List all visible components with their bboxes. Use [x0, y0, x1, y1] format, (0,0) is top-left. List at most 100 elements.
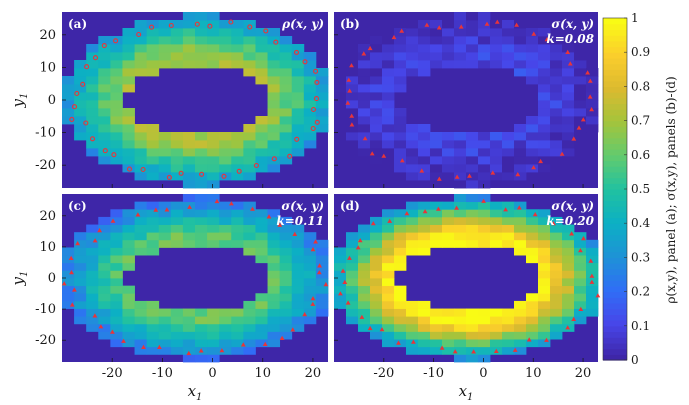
heatmap-cell [74, 124, 87, 133]
heatmap-cell [182, 12, 196, 21]
heatmap-cell [182, 60, 196, 69]
heatmap-cell [207, 316, 220, 325]
y-tick-label: 0 [48, 271, 56, 286]
heatmap-cell [382, 36, 395, 45]
heatmap-cell [86, 44, 99, 53]
colorbar-tick-label: 0.1 [631, 319, 650, 333]
heatmap-cell [303, 232, 317, 241]
heatmap-cell [358, 92, 371, 101]
heatmap-cell [370, 331, 383, 340]
x-axis-label: x1 [459, 382, 474, 403]
colorbar-segment [603, 149, 627, 156]
heatmap-cell [442, 331, 455, 340]
colorbar-segment [603, 314, 627, 321]
heatmap-cell [122, 285, 135, 294]
heatmap-cell [502, 201, 515, 210]
heatmap-cell [86, 232, 99, 241]
heatmap-cell [526, 316, 539, 325]
heatmap-cell [267, 124, 281, 133]
heatmap-cell [86, 76, 99, 85]
heatmap-cell [334, 76, 347, 85]
heatmap-cell [134, 316, 148, 325]
heatmap-cell [358, 323, 371, 332]
heatmap-cell [526, 36, 539, 45]
heatmap-cell [182, 239, 196, 248]
heatmap-cell [538, 232, 551, 241]
colorbar-tick-label: 0.7 [631, 114, 650, 128]
heatmap-cell [98, 224, 111, 233]
heatmap-cell [502, 132, 515, 141]
marker-triangle [302, 312, 308, 317]
heatmap-cell [267, 323, 281, 332]
heatmap-cell [291, 108, 305, 117]
heatmap-cell [442, 132, 455, 141]
heatmap-cell [267, 164, 281, 173]
marker-triangle [92, 238, 98, 243]
heatmap-cell [382, 270, 395, 279]
heatmap-cell [466, 60, 479, 69]
heatmap-cell [146, 339, 160, 348]
heatmap-cell [195, 140, 208, 149]
heatmap-cell [134, 247, 148, 256]
heatmap-cell [406, 60, 419, 69]
heatmap-cell [62, 262, 75, 271]
colorbar-segment [603, 35, 627, 42]
heatmap-cell [110, 239, 123, 248]
heatmap-cell [315, 68, 329, 77]
heatmap-cell [267, 262, 281, 271]
heatmap-cell [538, 84, 551, 93]
heatmap-cell [122, 339, 135, 348]
heatmap-cell [550, 255, 563, 264]
heatmap-cell [586, 293, 599, 302]
heatmap-cell [454, 232, 467, 241]
marker-circle [136, 31, 142, 38]
heatmap-cell [134, 148, 148, 157]
heatmap-cell [146, 36, 160, 45]
heatmap-cell [219, 60, 232, 69]
heatmap-cell [243, 172, 256, 181]
marker-circle [149, 24, 155, 30]
heatmap-cell [110, 300, 123, 309]
heatmap-cell [243, 316, 256, 325]
heatmap-cell [394, 84, 407, 93]
heatmap-cell [454, 323, 467, 332]
colorbar-tick-label: 0.2 [631, 285, 650, 299]
colorbar-segment [603, 57, 627, 65]
heatmap-cell [291, 262, 305, 271]
heatmap-cell [550, 148, 563, 157]
heatmap-cell [110, 262, 123, 271]
heatmap-cell [346, 300, 359, 309]
y-tick-label: -10 [35, 126, 56, 141]
colorbar-segment [603, 325, 627, 333]
heatmap-cell [550, 247, 563, 256]
heatmap-cell [514, 148, 527, 157]
heatmap-cell [394, 247, 407, 256]
heatmap-cell [430, 232, 443, 241]
heatmap-cell [243, 156, 256, 165]
colorbar-tick-label: 0.8 [631, 79, 650, 93]
heatmap-cell [110, 331, 123, 340]
heatmap-cell [86, 316, 99, 325]
colorbar-segment [603, 297, 627, 304]
colorbar-segment [603, 342, 627, 350]
marker-circle [263, 28, 269, 34]
heatmap-cell [430, 148, 443, 157]
marker-triangle [362, 136, 368, 141]
heatmap-cell [303, 92, 317, 101]
heatmap-cell [526, 255, 539, 264]
marker-circle [236, 168, 242, 174]
heatmap-cell [146, 44, 160, 53]
heatmap-cell [394, 339, 407, 348]
heatmap-cell [478, 180, 491, 189]
heatmap-cell [207, 36, 220, 45]
heatmap-cell [550, 316, 563, 325]
heatmap-cell [207, 194, 220, 203]
heatmap-cell [122, 76, 135, 85]
heatmap-cell [279, 255, 293, 264]
heatmap-cell [158, 28, 172, 37]
marker-circle [102, 148, 108, 154]
colorbar-segment [603, 137, 627, 144]
panel-tag: (a) [68, 17, 87, 31]
heatmap-cell [207, 28, 220, 37]
marker-circle [80, 81, 86, 87]
